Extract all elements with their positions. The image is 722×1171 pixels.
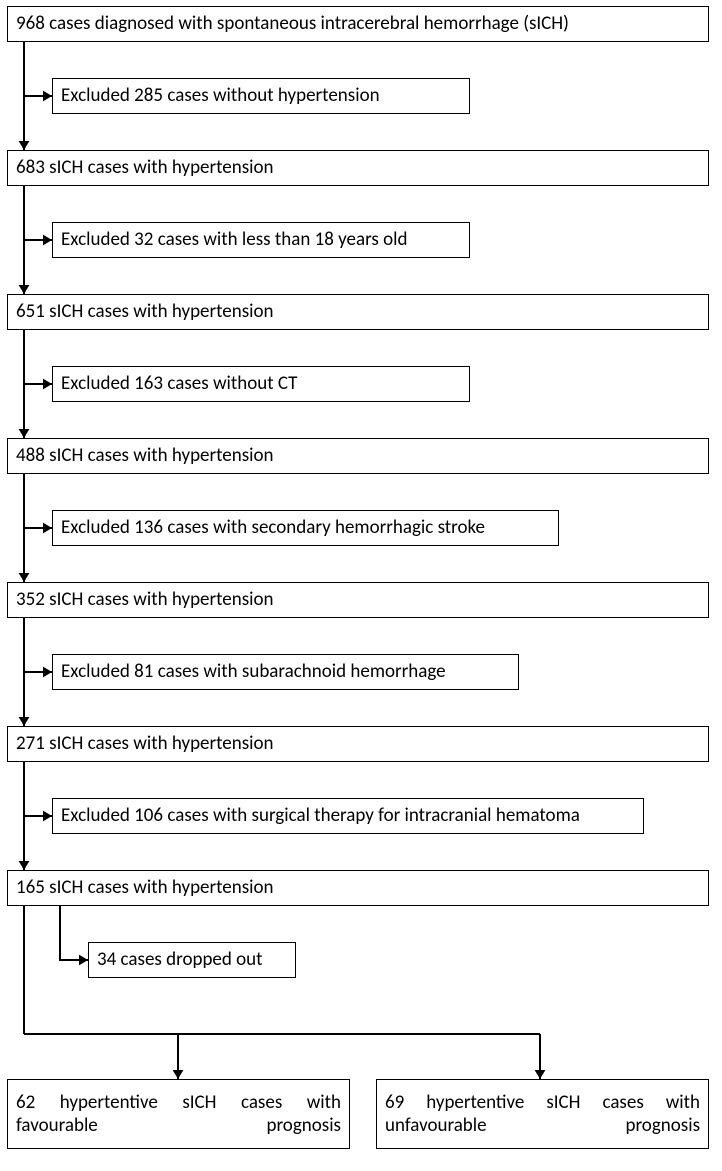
node-text-n683: 683 sICH cases with hypertension [16,156,274,179]
node-fav: 62 hypertentive sICH cases with favourab… [7,1079,350,1149]
node-text-ex4: Excluded 136 cases with secondary hemorr… [61,516,485,539]
node-text-unfav: 69 hypertentive sICH cases with unfavour… [385,1091,700,1137]
node-ex1: Excluded 285 cases without hypertension [52,78,470,114]
edge-n165-drop [60,906,88,960]
node-text-start: 968 cases diagnosed with spontaneous int… [16,12,569,35]
node-n488: 488 sICH cases with hypertension [7,438,709,474]
node-drop: 34 cases dropped out [88,942,296,978]
node-n651: 651 sICH cases with hypertension [7,294,709,330]
node-text-n165: 165 sICH cases with hypertension [16,876,274,899]
node-text-n271: 271 sICH cases with hypertension [16,732,274,755]
node-ex2: Excluded 32 cases with less than 18 year… [52,222,470,258]
node-start: 968 cases diagnosed with spontaneous int… [7,6,709,42]
node-text-ex3: Excluded 163 cases without CT [61,372,297,395]
node-unfav: 69 hypertentive sICH cases with unfavour… [376,1079,709,1149]
node-n271: 271 sICH cases with hypertension [7,726,709,762]
node-text-fav: 62 hypertentive sICH cases with favourab… [16,1091,341,1137]
node-text-n651: 651 sICH cases with hypertension [16,300,274,323]
flowchart-canvas: 968 cases diagnosed with spontaneous int… [0,0,722,1171]
node-ex5: Excluded 81 cases with subarachnoid hemo… [52,654,519,690]
node-n352: 352 sICH cases with hypertension [7,582,709,618]
node-text-ex5: Excluded 81 cases with subarachnoid hemo… [61,660,446,683]
node-n165: 165 sICH cases with hypertension [7,870,709,906]
node-text-ex2: Excluded 32 cases with less than 18 year… [61,228,407,251]
node-ex4: Excluded 136 cases with secondary hemorr… [52,510,559,546]
node-text-ex6: Excluded 106 cases with surgical therapy… [61,804,580,827]
node-text-n488: 488 sICH cases with hypertension [16,444,274,467]
node-ex6: Excluded 106 cases with surgical therapy… [52,798,644,834]
node-ex3: Excluded 163 cases without CT [52,366,470,402]
node-n683: 683 sICH cases with hypertension [7,150,709,186]
node-text-drop: 34 cases dropped out [97,948,263,971]
node-text-ex1: Excluded 285 cases without hypertension [61,84,380,107]
node-text-n352: 352 sICH cases with hypertension [16,588,274,611]
